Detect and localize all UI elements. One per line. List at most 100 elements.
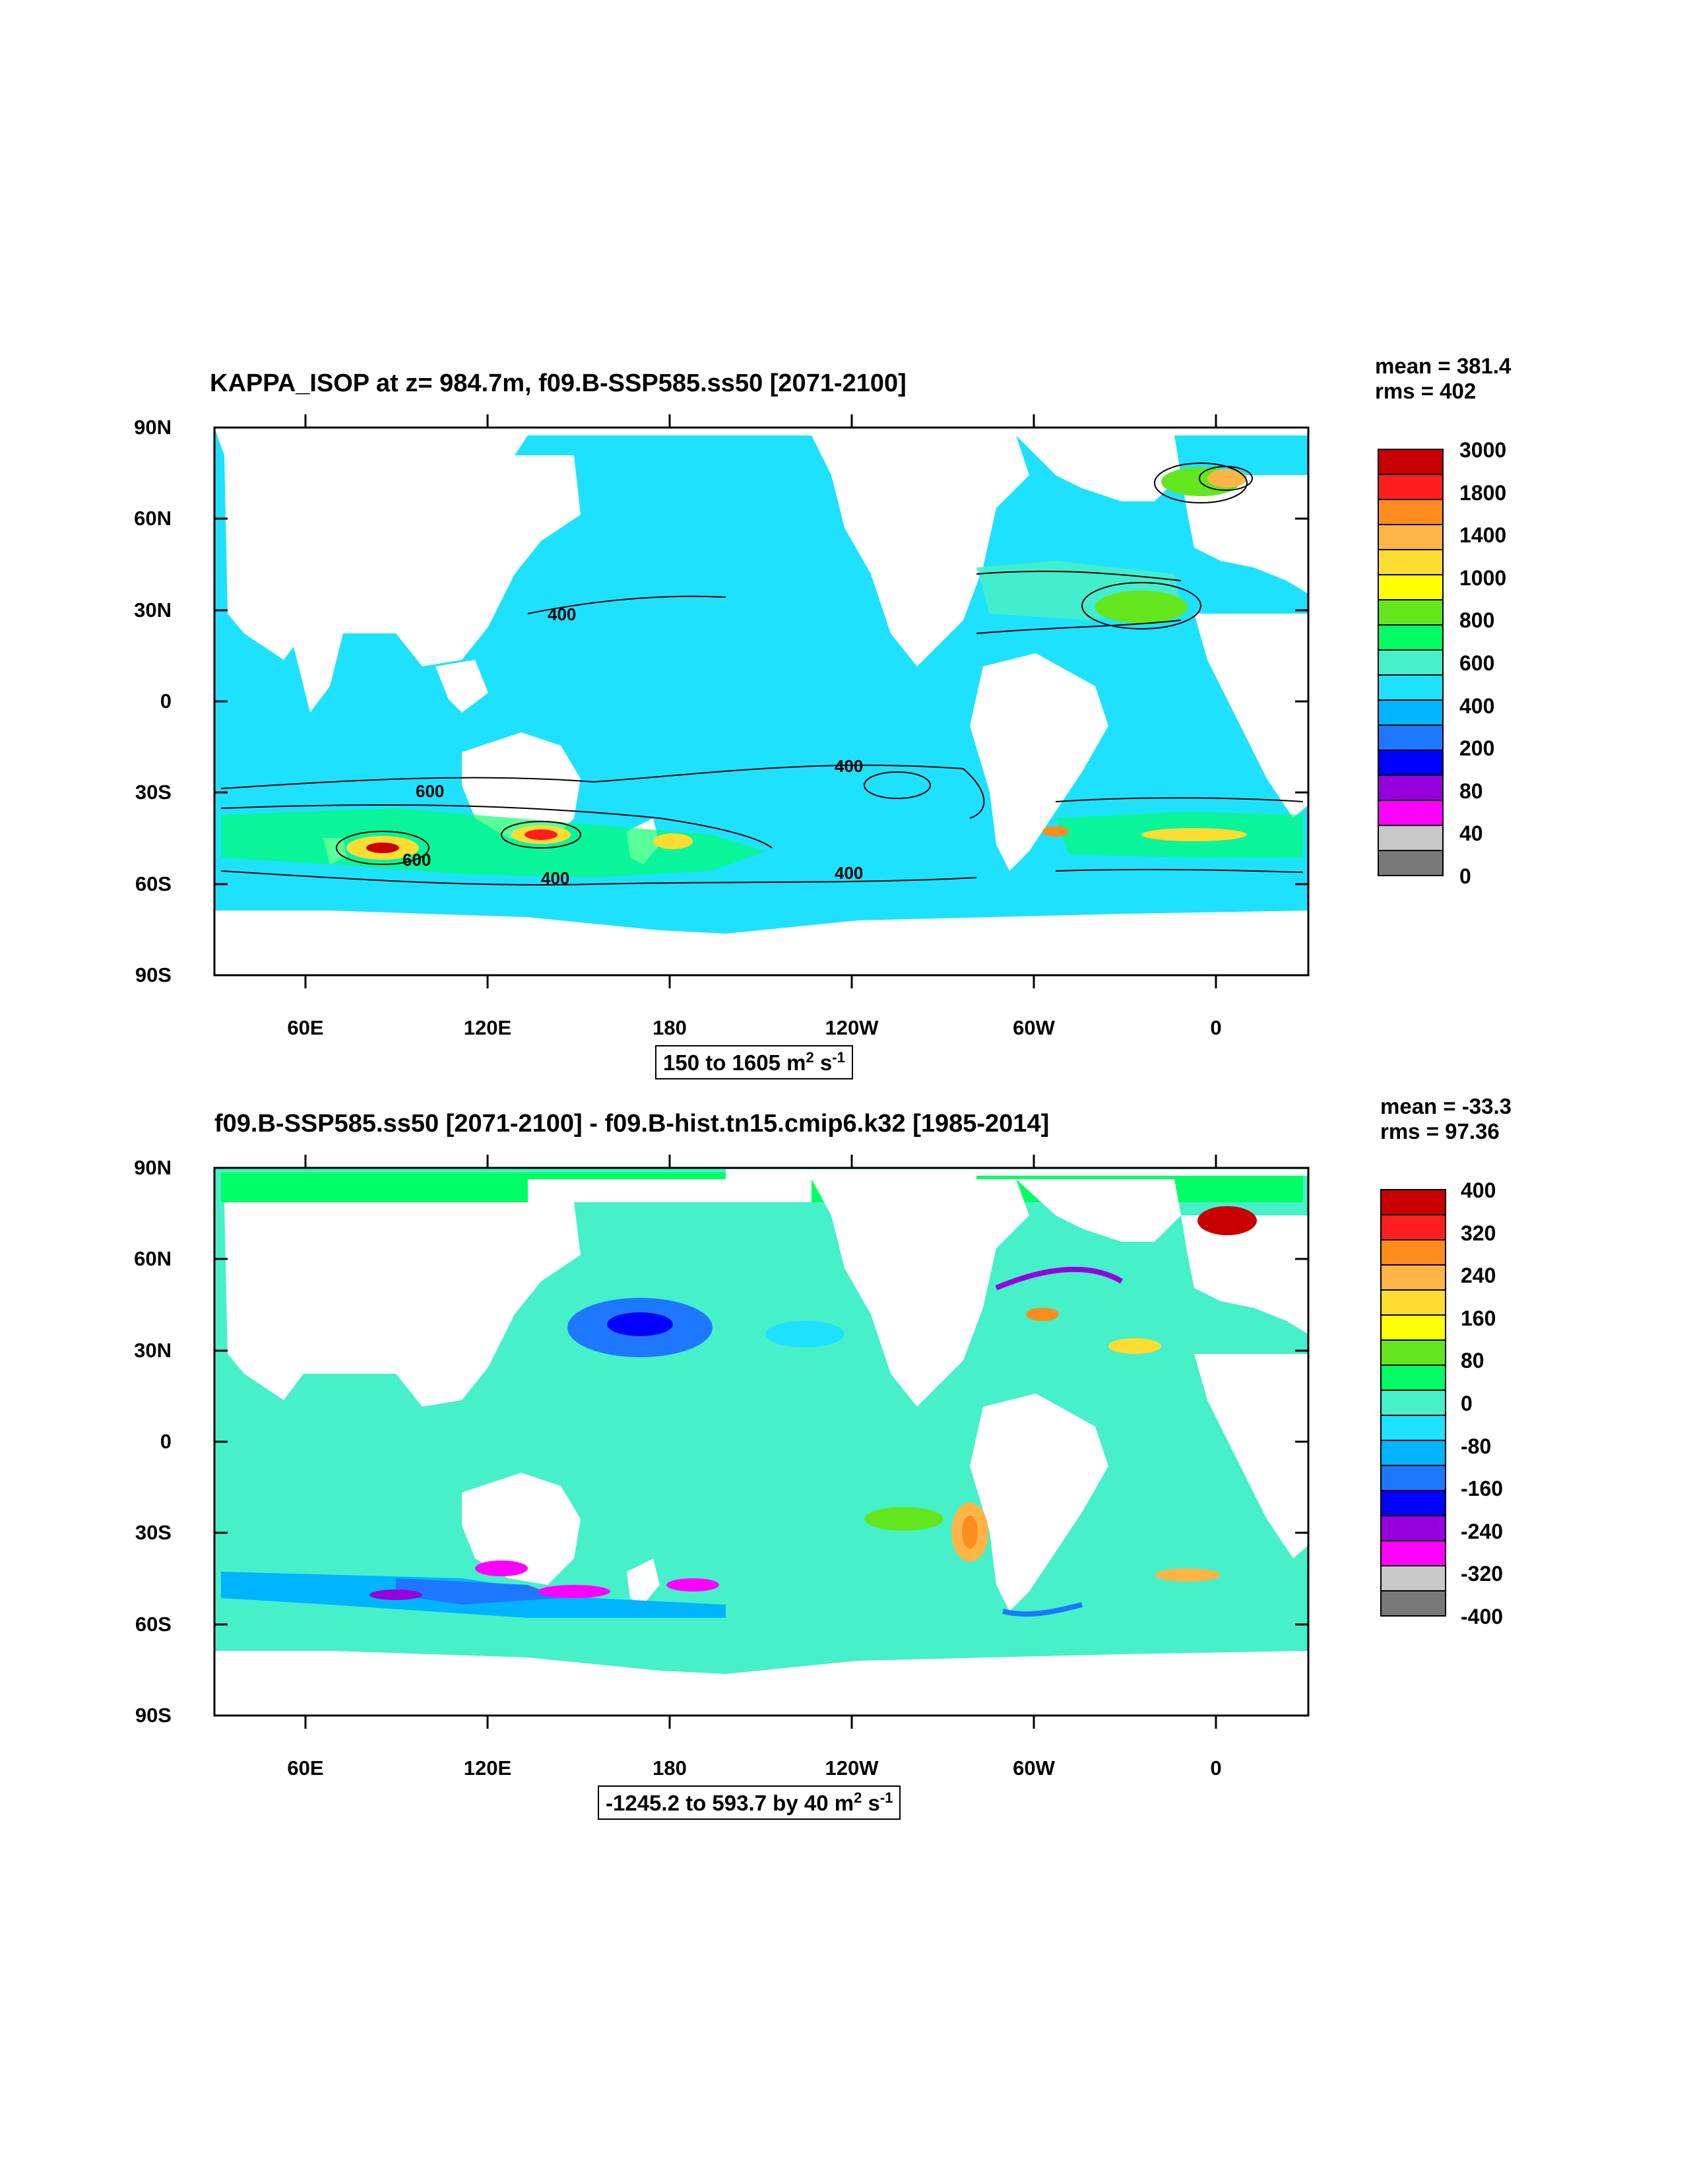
colorbar-label: 80 (1461, 1349, 1484, 1373)
colorbar-swatch (1380, 1465, 1446, 1491)
caption-exp: 2 (806, 1049, 814, 1066)
x-tick-label: 60E (287, 1756, 324, 1780)
x-tick-label: 120E (463, 1756, 512, 1780)
colorbar-swatch (1380, 1189, 1446, 1215)
y-tick-label: 90N (134, 416, 172, 439)
colorbar-label: 0 (1459, 864, 1471, 888)
contour-label: 600 (416, 781, 444, 801)
y-tick-label: 90S (135, 1704, 172, 1727)
y-tick-label: 60S (135, 1613, 172, 1636)
colorbar-swatch (1380, 1214, 1446, 1240)
stat-mean: mean = -33.3 (1380, 1094, 1512, 1118)
colorbar-swatch (1378, 649, 1444, 676)
colorbar-swatch (1380, 1515, 1446, 1541)
colorbar-label: 40 (1459, 821, 1483, 846)
x-tick-label: 180 (653, 1756, 687, 1780)
x-tick-label: 60E (287, 1016, 324, 1039)
colorbar-swatch (1378, 850, 1444, 876)
panel-title: KAPPA_ISOP at z= 984.7m, f09.B-SSP585.ss… (210, 369, 907, 397)
contour-range-caption: 150 to 1605 m2 s-1 (655, 1045, 853, 1079)
panel-title: f09.B-SSP585.ss50 [2071-2100] - f09.B-hi… (214, 1110, 1050, 1138)
x-tick-label: 120W (825, 1016, 879, 1039)
colorbar-label: 800 (1459, 608, 1495, 633)
colorbar-swatch (1380, 1239, 1446, 1266)
colorbar-label: 240 (1461, 1264, 1496, 1288)
contour-label: 600 (402, 850, 431, 870)
colorbar-label: 3000 (1459, 438, 1507, 462)
x-tick-label: 60W (1013, 1016, 1055, 1039)
y-tick-label: 30S (135, 781, 172, 804)
y-tick-label: 60N (134, 507, 172, 530)
contour-label: 400 (835, 863, 863, 883)
colorbar-label: 600 (1459, 651, 1495, 675)
x-tick-label: 0 (1210, 1756, 1222, 1780)
colorbar-swatch (1378, 524, 1444, 550)
map-plot: 400 400 600 600 400 400 (213, 414, 1310, 988)
caption-unit: s (862, 1791, 880, 1815)
colorbar-label: 1800 (1459, 480, 1507, 505)
y-tick-label: 90N (134, 1156, 172, 1179)
colorbar-label: -160 (1461, 1477, 1504, 1501)
colorbar-label: -80 (1461, 1434, 1492, 1458)
stat-mean: mean = 381.4 (1375, 354, 1512, 378)
x-tick-label: 120W (825, 1756, 879, 1780)
caption-unit: s (813, 1050, 833, 1075)
colorbar-swatch (1378, 674, 1444, 701)
colorbar-label: 0 (1461, 1392, 1473, 1415)
colorbar-label: 1000 (1459, 565, 1507, 590)
y-tick-label: 0 (160, 690, 172, 713)
contour-label: 400 (541, 868, 569, 888)
colorbar-swatch (1380, 1490, 1446, 1516)
colorbar-label: 1400 (1459, 523, 1507, 548)
colorbar-label: 160 (1461, 1306, 1496, 1330)
colorbar-label: 200 (1459, 736, 1495, 761)
y-tick-label: 30S (135, 1521, 172, 1544)
colorbar-label: 400 (1461, 1178, 1496, 1202)
colorbar-swatch (1380, 1415, 1446, 1441)
contour-range-caption: -1245.2 to 593.7 by 40 m2 s-1 (598, 1785, 901, 1820)
colorbar-label: 320 (1461, 1221, 1496, 1245)
colorbar-swatch (1378, 699, 1444, 726)
colorbar-label: -320 (1461, 1562, 1504, 1586)
colorbar-swatch (1380, 1590, 1446, 1617)
colorbar-swatch (1380, 1390, 1446, 1416)
y-tick-label: 60N (134, 1247, 172, 1270)
colorbar-label: 80 (1459, 779, 1483, 803)
colorbar (1378, 449, 1444, 876)
caption-exp: 2 (854, 1789, 862, 1806)
colorbar-label: -400 (1461, 1605, 1504, 1628)
colorbar-label: -240 (1461, 1519, 1504, 1543)
y-tick-label: 0 (160, 1430, 172, 1453)
stat-rms: rms = 97.36 (1380, 1119, 1500, 1143)
colorbar-swatch (1380, 1440, 1446, 1466)
colorbar-swatch (1380, 1565, 1446, 1591)
colorbar-swatch (1378, 499, 1444, 525)
x-tick-label: 60W (1013, 1756, 1055, 1780)
caption-range: 150 to 1605 m (663, 1050, 806, 1075)
colorbar-swatch (1378, 599, 1444, 626)
stat-rms: rms = 402 (1375, 379, 1477, 403)
x-tick-label: 180 (653, 1016, 687, 1039)
y-tick-label: 90S (135, 963, 172, 986)
colorbar-swatch (1380, 1314, 1446, 1341)
colorbar-swatch (1380, 1289, 1446, 1316)
y-tick-label: 30N (134, 1339, 172, 1362)
colorbar-swatch (1380, 1264, 1446, 1291)
contour-label: 400 (835, 756, 863, 776)
y-tick-label: 30N (134, 598, 172, 622)
caption-exp: -1 (832, 1049, 845, 1066)
colorbar-label: 400 (1459, 693, 1495, 718)
caption-exp: -1 (879, 1789, 893, 1806)
colorbar-swatch (1378, 825, 1444, 851)
colorbar (1380, 1189, 1446, 1617)
colorbar-swatch (1380, 1339, 1446, 1366)
colorbar-swatch (1378, 724, 1444, 751)
y-tick-label: 60S (135, 872, 172, 895)
contour-label: 400 (548, 604, 576, 624)
colorbar-swatch (1380, 1540, 1446, 1566)
caption-range: -1245.2 to 593.7 by 40 m (606, 1791, 854, 1815)
x-tick-label: 120E (463, 1016, 512, 1039)
x-tick-label: 0 (1210, 1016, 1222, 1039)
colorbar-swatch (1380, 1365, 1446, 1391)
